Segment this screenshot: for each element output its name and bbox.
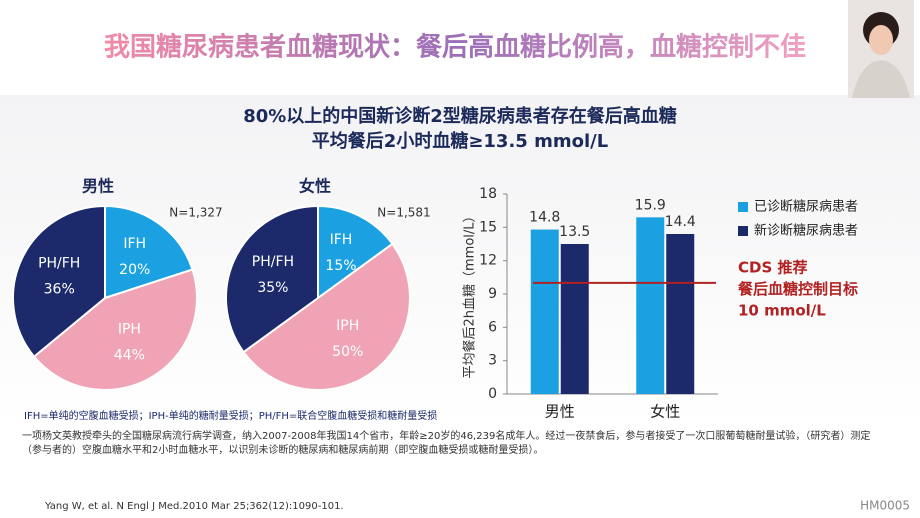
pie-title: 男性 — [82, 177, 114, 196]
y-tick-label: 9 — [488, 286, 497, 302]
slice-label: IFH — [123, 236, 146, 252]
slice-label: IPH — [118, 321, 141, 337]
legend-label: 新诊断糖尿病患者 — [754, 223, 858, 239]
slide-title: 我国糖尿病患者血糖现状：餐后高血糖比例高，血糖控制不佳 — [104, 32, 806, 63]
slice-value: 20% — [119, 262, 150, 278]
legend-note: IFH=单纯的空腹血糖受损；IPH-单纯的糖耐量受损；PH/FH=联合空腹血糖受… — [24, 409, 437, 422]
pie-slice — [317, 204, 394, 300]
y-tick-label: 0 — [488, 386, 497, 402]
pie-note: N=1,327 — [169, 206, 222, 220]
pie-title: 女性 — [299, 177, 331, 196]
bar — [636, 217, 665, 394]
bar-value: 15.9 — [635, 197, 666, 213]
pie-slice — [32, 268, 198, 391]
y-tick-label: 18 — [479, 186, 497, 202]
pie-slice — [242, 242, 411, 391]
x-tick-label: 女性 — [650, 403, 680, 421]
slice-value: 15% — [325, 258, 356, 274]
target-label: 10 mmol/L — [738, 302, 826, 320]
description: 一项杨文英教授牵头的全国糖尿病流行病学调查，纳入2007-2008年我国14个省… — [22, 429, 870, 442]
bar — [560, 244, 589, 394]
bar-value: 14.8 — [529, 210, 560, 226]
y-tick-label: 6 — [488, 319, 497, 335]
slice-label: IPH — [336, 318, 359, 334]
pie-slice — [225, 204, 319, 354]
target-label: CDS 推荐 — [738, 259, 808, 277]
reference: Yang W, et al. N Engl J Med.2010 Mar 25;… — [44, 501, 344, 512]
legend-swatch — [738, 202, 748, 212]
legend-label: 已诊断糖尿病患者 — [754, 199, 858, 215]
slice-value: 44% — [114, 347, 145, 363]
bar-value: 14.4 — [665, 214, 696, 230]
y-tick-label: 15 — [479, 219, 497, 235]
slice-label: PH/FH — [252, 254, 294, 270]
pie-slice — [104, 204, 194, 300]
slice-value: 50% — [332, 344, 363, 360]
slice-value: 35% — [257, 280, 288, 296]
y-tick-label: 12 — [479, 253, 497, 269]
headline: 80%以上的中国新诊断2型糖尿病患者存在餐后高血糖 — [243, 105, 677, 127]
description: （参与者的）空腹血糖水平和2小时血糖水平，以识别未诊断的糖尿病和糖尿病前期（即空… — [22, 443, 543, 456]
bar-value: 13.5 — [559, 224, 590, 240]
legend-swatch — [738, 226, 748, 236]
slice-label: PH/FH — [38, 255, 80, 271]
x-tick-label: 男性 — [545, 403, 575, 421]
bar — [666, 234, 695, 394]
slice-label: IFH — [330, 232, 353, 248]
presenter-photo — [848, 0, 914, 98]
pie-note: N=1,581 — [377, 206, 430, 220]
y-tick-label: 3 — [488, 353, 497, 369]
slice-value: 36% — [44, 281, 75, 297]
pie-slice — [12, 204, 106, 359]
slide-code: HM0005 — [860, 499, 910, 513]
bar — [530, 229, 559, 394]
y-axis-label: 平均餐后2h血糖（mmol/L） — [462, 209, 478, 378]
target-label: 餐后血糖控制目标 — [738, 280, 858, 298]
headline: 平均餐后2小时血糖≥13.5 mmol/L — [312, 130, 608, 152]
